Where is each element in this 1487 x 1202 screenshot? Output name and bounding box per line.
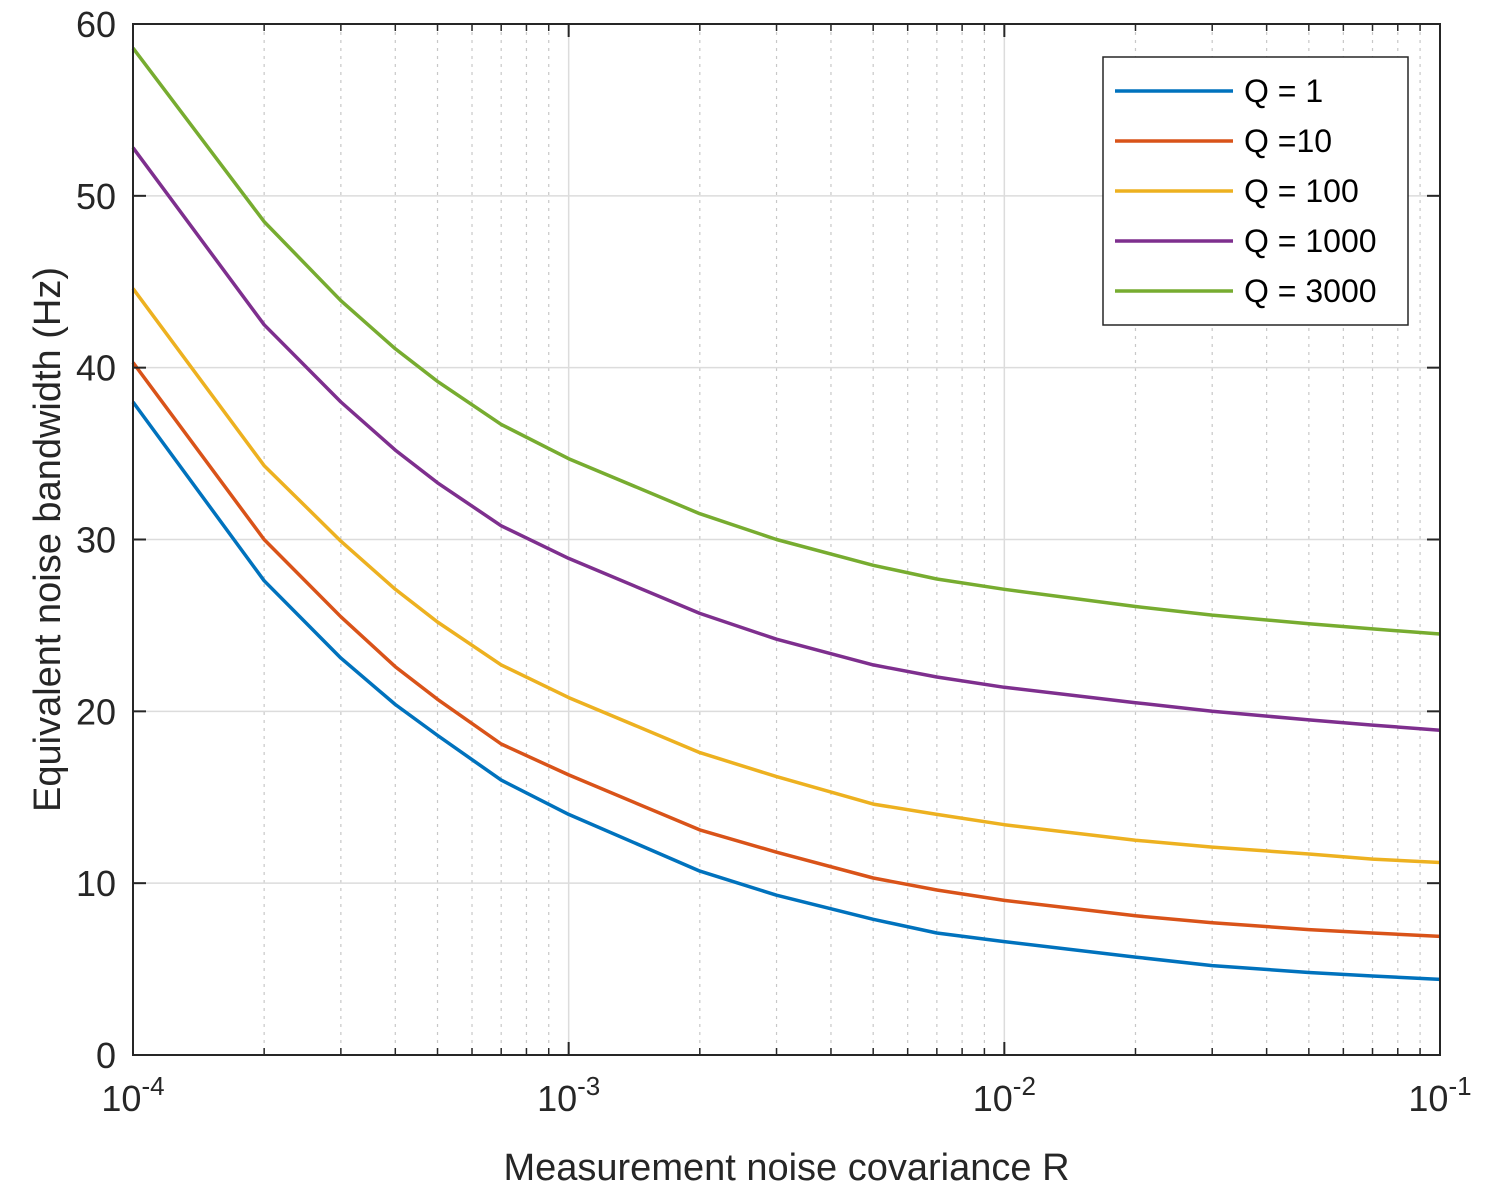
x-tick-label: 10-4: [101, 1071, 164, 1119]
x-tick-label: 10-1: [1408, 1071, 1471, 1119]
x-tick-label: 10-2: [973, 1071, 1036, 1119]
y-tick-label: 10: [76, 863, 116, 904]
series-line-2: [131, 361, 1441, 939]
y-tick-label: 60: [76, 4, 116, 45]
legend-label-1: Q = 1: [1244, 73, 1323, 109]
legend-label-5: Q = 3000: [1244, 273, 1377, 309]
y-axis-title: Equivalent noise bandwidth (Hz): [27, 267, 69, 812]
x-tick-label: 10-3: [537, 1071, 600, 1119]
tick-layer: [132, 23, 1441, 1056]
series-line-3: [131, 287, 1441, 865]
series-line-4: [131, 146, 1441, 732]
y-tick-label: 30: [76, 520, 116, 561]
y-tick-label: 50: [76, 176, 116, 217]
x-axis-title: Measurement noise covariance R: [503, 1147, 1069, 1189]
legend: Q = 1 Q =10 Q = 100 Q = 1000 Q = 3000: [1102, 56, 1409, 326]
y-tick-label: 20: [76, 691, 116, 732]
y-tick-label: 0: [96, 1035, 116, 1076]
y-tick-label: 40: [76, 348, 116, 389]
series-layer: [131, 47, 1441, 982]
legend-label-3: Q = 100: [1244, 173, 1359, 209]
series-line-5: [131, 47, 1441, 636]
label-layer: 10-4 10-3 10-2 10-1 0 10 20 30 40 50 60: [76, 4, 1472, 1119]
legend-label-4: Q = 1000: [1244, 223, 1377, 259]
legend-label-2: Q =10: [1244, 123, 1332, 159]
series-line-1: [131, 400, 1441, 982]
